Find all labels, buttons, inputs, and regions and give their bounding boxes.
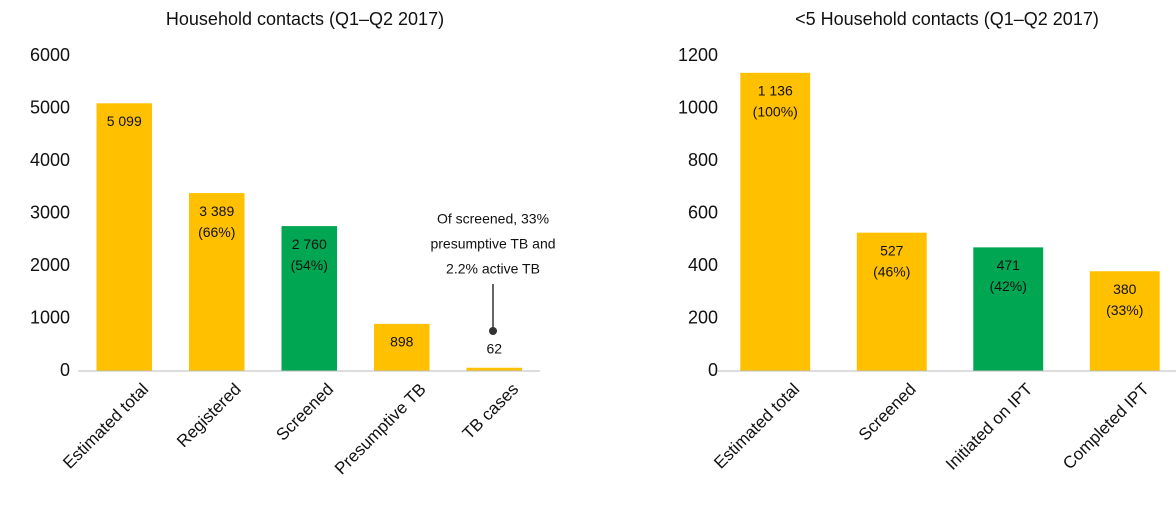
bar — [281, 226, 337, 371]
value-label: 3 389 — [199, 203, 234, 219]
annotation: Of screened, 33% — [437, 211, 549, 227]
x-tick-label: Presumptive TB — [331, 380, 430, 479]
value-label: 527 — [880, 242, 904, 258]
value-label: 5 099 — [107, 113, 142, 129]
value-label: 2 760 — [292, 236, 327, 252]
y-tick-label: 6000 — [30, 45, 70, 65]
bar — [189, 193, 245, 371]
y-tick-label: 1200 — [678, 45, 718, 65]
chart-title: Household contacts (Q1–Q2 2017) — [166, 9, 444, 29]
value-label: 380 — [1113, 281, 1137, 297]
value-label: 1 136 — [758, 83, 793, 99]
y-tick-label: 400 — [688, 255, 718, 275]
leader-dot — [489, 327, 497, 335]
y-tick-label: 600 — [688, 202, 718, 222]
x-tick-label: Screened — [855, 380, 920, 445]
value-label: 62 — [486, 340, 502, 356]
bar — [856, 232, 927, 371]
percent-label: (54%) — [291, 257, 328, 273]
x-tick-label: Screened — [272, 380, 337, 445]
x-tick-label: Initiated on IPT — [942, 380, 1036, 474]
chart-title: <5 Household contacts (Q1–Q2 2017) — [795, 9, 1099, 29]
y-tick-label: 2000 — [30, 255, 70, 275]
percent-label: (46%) — [873, 263, 910, 279]
annotation: 2.2% active TB — [446, 261, 540, 277]
bar — [1089, 271, 1160, 371]
bar — [374, 323, 430, 371]
percent-label: (33%) — [1106, 302, 1143, 318]
x-tick-label: Estimated total — [59, 380, 152, 473]
y-tick-label: 0 — [60, 360, 70, 380]
percent-label: (100%) — [753, 104, 798, 120]
x-tick-label: Estimated total — [710, 380, 803, 473]
x-tick-label: Completed IPT — [1059, 380, 1153, 474]
y-tick-label: 1000 — [30, 307, 70, 327]
y-tick-label: 800 — [688, 150, 718, 170]
bar — [96, 103, 152, 372]
y-tick-label: 1000 — [678, 97, 718, 117]
y-tick-label: 4000 — [30, 150, 70, 170]
bar — [973, 247, 1044, 371]
y-tick-label: 3000 — [30, 202, 70, 222]
annotation: presumptive TB and — [430, 236, 555, 252]
value-label: 898 — [390, 334, 414, 350]
y-tick-label: 200 — [688, 307, 718, 327]
percent-label: (66%) — [198, 224, 235, 240]
x-tick-label: Registered — [173, 380, 245, 452]
bar — [466, 367, 522, 371]
value-label: 471 — [997, 257, 1021, 273]
bar — [740, 72, 811, 372]
y-tick-label: 5000 — [30, 97, 70, 117]
x-tick-label: TB cases — [459, 380, 523, 444]
percent-label: (42%) — [990, 278, 1027, 294]
y-tick-label: 0 — [708, 360, 718, 380]
